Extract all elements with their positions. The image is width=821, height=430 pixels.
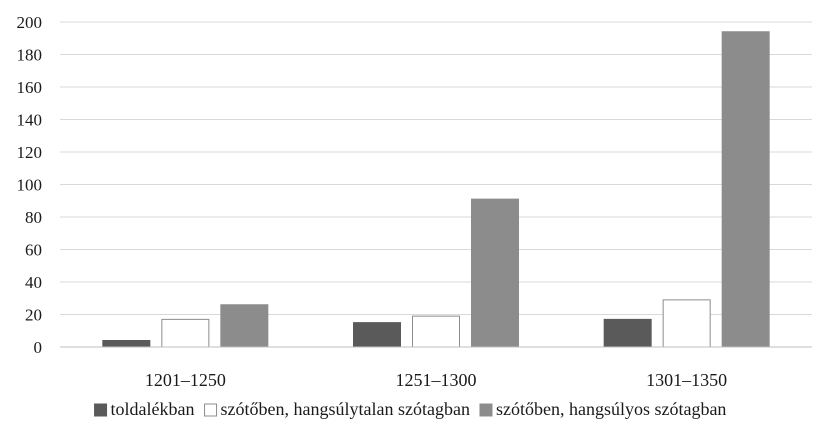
y-tick-label: 60 [25,241,42,260]
y-tick-label: 80 [25,208,42,227]
legend-label: szótőben, hangsúlyos szótagban [496,399,726,419]
y-tick-label: 160 [17,78,43,97]
legend-item: szótőben, hangsúlytalan szótagban [204,399,470,419]
legend: toldalékban szótőben, hangsúlytalan szóta… [94,399,726,419]
bar-2-2 [721,31,770,348]
x-category-label: 1201–1250 [145,370,226,390]
y-axis-ticks: 0 20 40 60 80 100 120 140 160 180 200 [17,13,43,357]
bar-0-1 [161,318,210,348]
y-tick-label: 100 [17,176,43,195]
y-tick-label: 180 [17,46,43,65]
legend-swatch [204,403,218,417]
gridlines [60,21,812,315]
legend-label: szótőben, hangsúlytalan szótagban [221,399,470,419]
y-tick-label: 140 [17,111,43,130]
x-category-label: 1251–1300 [396,370,477,390]
x-category-label: 1301–1350 [646,370,727,390]
legend-label: toldalékban [111,399,195,419]
y-tick-label: 40 [25,273,42,292]
bar-0-2 [220,304,269,348]
bar-0-0 [102,340,151,348]
y-tick-label: 20 [25,306,42,325]
y-tick-label: 0 [34,338,43,357]
bar-2-0 [603,318,652,348]
bar-1-2 [471,198,519,348]
bar-2-1 [662,299,711,348]
bar-1-0 [353,322,401,348]
legend-swatch [479,403,493,417]
legend-item: szótőben, hangsúlyos szótagban [479,399,726,419]
y-tick-label: 200 [17,13,43,32]
bar-1-1 [412,315,460,348]
legend-swatch [94,403,108,417]
y-tick-label: 120 [17,143,43,162]
bars [102,31,770,348]
x-axis-category-labels: 1201–1250 1251–1300 1301–1350 [145,370,727,390]
legend-item: toldalékban [94,399,195,419]
